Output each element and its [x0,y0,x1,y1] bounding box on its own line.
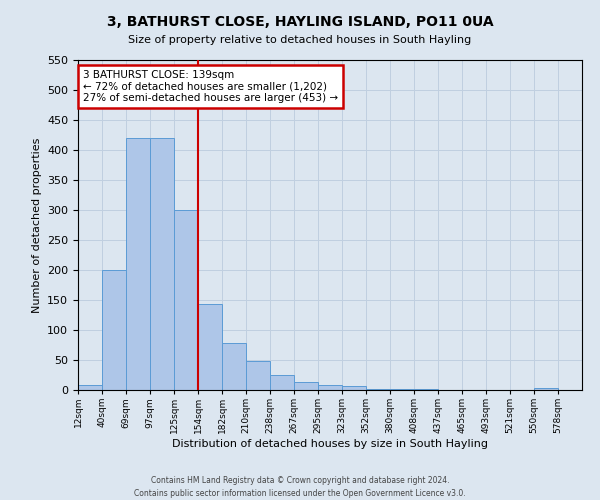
Text: Contains HM Land Registry data © Crown copyright and database right 2024.
Contai: Contains HM Land Registry data © Crown c… [134,476,466,498]
Bar [294,382,318,390]
Bar [174,210,198,390]
Bar [126,138,150,390]
Bar [534,388,558,390]
Y-axis label: Number of detached properties: Number of detached properties [32,138,41,312]
Bar [102,270,126,390]
Text: 3 BATHURST CLOSE: 139sqm
← 72% of detached houses are smaller (1,202)
27% of sem: 3 BATHURST CLOSE: 139sqm ← 72% of detach… [83,70,338,103]
Bar [270,375,294,390]
Bar [78,385,102,390]
Bar [318,385,342,390]
X-axis label: Distribution of detached houses by size in South Hayling: Distribution of detached houses by size … [172,439,488,449]
Text: Size of property relative to detached houses in South Hayling: Size of property relative to detached ho… [128,35,472,45]
Bar [246,361,270,390]
Bar [198,304,222,390]
Bar [150,138,174,390]
Text: 3, BATHURST CLOSE, HAYLING ISLAND, PO11 0UA: 3, BATHURST CLOSE, HAYLING ISLAND, PO11 … [107,15,493,29]
Bar [366,389,390,390]
Bar [222,343,246,390]
Bar [342,386,366,390]
